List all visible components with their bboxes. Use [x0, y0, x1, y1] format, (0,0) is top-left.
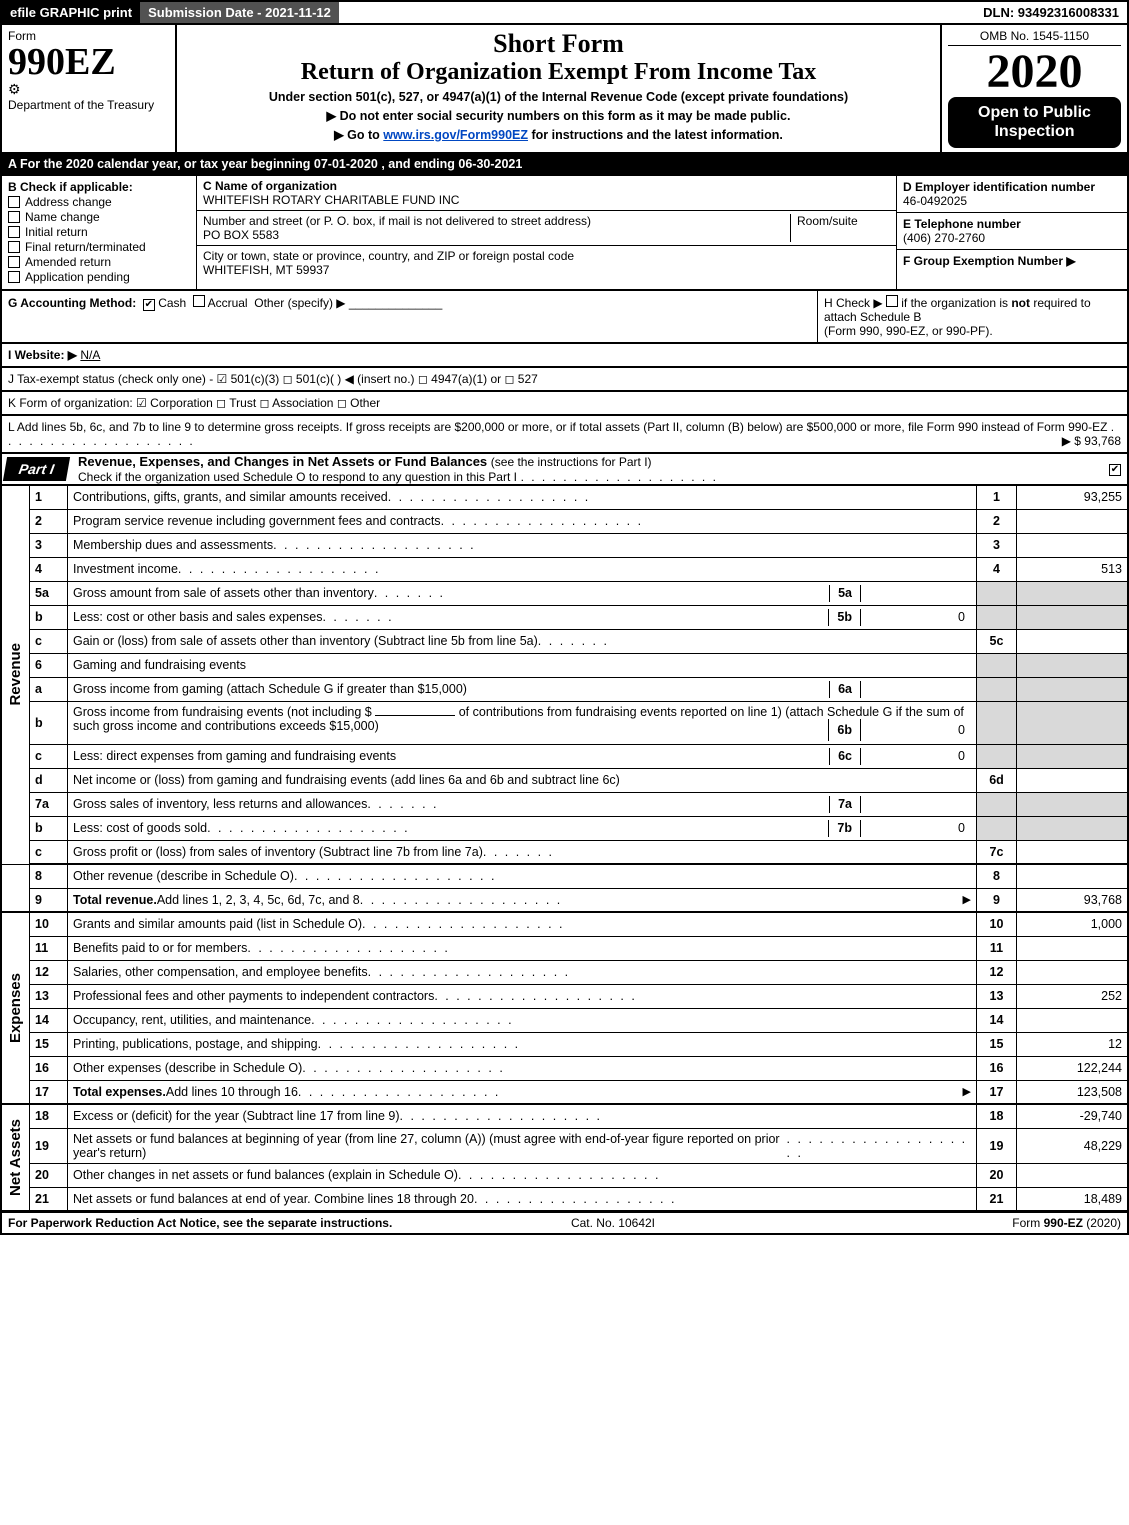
phone-label: E Telephone number	[903, 217, 1121, 231]
form-org-row: K Form of organization: ☑ Corporation ◻ …	[0, 392, 1129, 416]
org-block: B Check if applicable: Address change Na…	[0, 176, 1129, 291]
website-value: N/A	[80, 348, 100, 362]
val-20	[1017, 1164, 1127, 1188]
org-name: WHITEFISH ROTARY CHARITABLE FUND INC	[203, 193, 890, 207]
part-i-header: Part I Revenue, Expenses, and Changes in…	[0, 454, 1129, 486]
val-10: 1,000	[1017, 913, 1127, 937]
group-label: F Group Exemption Number ▶	[903, 254, 1121, 268]
room-suite-label: Room/suite	[790, 214, 890, 242]
header-left: Form 990EZ ⚙ Department of the Treasury	[2, 25, 177, 152]
part-i-title: Revenue, Expenses, and Changes in Net As…	[78, 454, 1109, 484]
city: WHITEFISH, MT 59937	[203, 263, 890, 277]
footer: For Paperwork Reduction Act Notice, see …	[0, 1212, 1129, 1235]
website-row: I Website: ▶ N/A	[0, 344, 1129, 368]
chk-address[interactable]: Address change	[8, 195, 190, 209]
line-l-amount: ▶ $ 93,768	[1062, 434, 1121, 448]
val-6d	[1017, 769, 1127, 793]
open-public: Open to Public Inspection	[948, 97, 1121, 147]
val-4: 513	[1017, 558, 1127, 582]
section-c: C Name of organization WHITEFISH ROTARY …	[197, 176, 897, 289]
c-name-label: C Name of organization	[203, 179, 890, 193]
row-gh: G Accounting Method: ✔ Cash Accrual Othe…	[0, 291, 1129, 344]
b-title: B Check if applicable:	[8, 180, 190, 194]
val-5c	[1017, 630, 1127, 654]
chk-schedule-o[interactable]: ✔	[1109, 464, 1121, 476]
footer-right: Form 990-EZ (2020)	[1012, 1216, 1121, 1230]
ein-label: D Employer identification number	[903, 180, 1121, 194]
goto: ▶ Go to www.irs.gov/Form990EZ for instru…	[183, 127, 934, 142]
netassets-side: Net Assets	[2, 1105, 30, 1212]
chk-name[interactable]: Name change	[8, 210, 190, 224]
section-d: D Employer identification number 46-0492…	[897, 176, 1127, 289]
val-17: 123,508	[1017, 1081, 1127, 1105]
footer-cat: Cat. No. 10642I	[571, 1216, 655, 1230]
val-8	[1017, 865, 1127, 889]
val-1: 93,255	[1017, 486, 1127, 510]
no-ssn: ▶ Do not enter social security numbers o…	[183, 108, 934, 123]
efile-label: efile GRAPHIC print	[2, 2, 140, 23]
tax-year: 2020	[948, 50, 1121, 93]
chk-cash[interactable]: ✔	[143, 299, 155, 311]
phone: (406) 270-2760	[903, 231, 1121, 245]
val-19: 48,229	[1017, 1129, 1127, 1164]
revenue-side: Revenue	[2, 486, 30, 865]
part-i-grid: Revenue 1 Contributions, gifts, grants, …	[0, 486, 1129, 1212]
val-16: 122,244	[1017, 1057, 1127, 1081]
ein: 46-0492025	[903, 194, 1121, 208]
val-18: -29,740	[1017, 1105, 1127, 1129]
street: PO BOX 5583	[203, 228, 790, 242]
header-right: OMB No. 1545-1150 2020 Open to Public In…	[942, 25, 1127, 152]
accounting-method: G Accounting Method: ✔ Cash Accrual Othe…	[2, 291, 817, 342]
return-title: Return of Organization Exempt From Incom…	[183, 59, 934, 86]
dln: DLN: 93492316008331	[975, 2, 1127, 23]
section-b: B Check if applicable: Address change Na…	[2, 176, 197, 289]
street-label: Number and street (or P. O. box, if mail…	[203, 214, 790, 228]
form-number: 990EZ	[8, 43, 169, 81]
val-9: 93,768	[1017, 889, 1127, 913]
expenses-side: Expenses	[2, 913, 30, 1105]
city-label: City or town, state or province, country…	[203, 249, 890, 263]
val-3	[1017, 534, 1127, 558]
val-2	[1017, 510, 1127, 534]
val-7c	[1017, 841, 1127, 865]
line-l: L Add lines 5b, 6c, and 7b to line 9 to …	[0, 416, 1129, 454]
tax-exempt-row: J Tax-exempt status (check only one) - ☑…	[0, 368, 1129, 392]
period-bar: A For the 2020 calendar year, or tax yea…	[0, 154, 1129, 176]
omb: OMB No. 1545-1150	[948, 29, 1121, 46]
chk-final[interactable]: Final return/terminated	[8, 240, 190, 254]
goto-link[interactable]: www.irs.gov/Form990EZ	[383, 128, 528, 142]
val-15: 12	[1017, 1033, 1127, 1057]
val-12	[1017, 961, 1127, 985]
chk-accrual[interactable]	[193, 295, 205, 307]
submission-date: Submission Date - 2021-11-12	[140, 2, 339, 23]
chk-schedule-b[interactable]	[886, 295, 898, 307]
footer-left: For Paperwork Reduction Act Notice, see …	[8, 1216, 392, 1230]
header-center: Short Form Return of Organization Exempt…	[177, 25, 942, 152]
val-21: 18,489	[1017, 1188, 1127, 1212]
part-i-tag: Part I	[3, 457, 70, 481]
val-14	[1017, 1009, 1127, 1033]
val-11	[1017, 937, 1127, 961]
h-check: H Check ▶ if the organization is not req…	[817, 291, 1127, 342]
chk-pending[interactable]: Application pending	[8, 270, 190, 284]
top-bar: efile GRAPHIC print Submission Date - 20…	[0, 0, 1129, 25]
department: Department of the Treasury	[8, 98, 169, 112]
chk-amended[interactable]: Amended return	[8, 255, 190, 269]
form-header: Form 990EZ ⚙ Department of the Treasury …	[0, 25, 1129, 154]
chk-initial[interactable]: Initial return	[8, 225, 190, 239]
short-form-title: Short Form	[183, 29, 934, 59]
under-section: Under section 501(c), 527, or 4947(a)(1)…	[183, 90, 934, 104]
val-13: 252	[1017, 985, 1127, 1009]
